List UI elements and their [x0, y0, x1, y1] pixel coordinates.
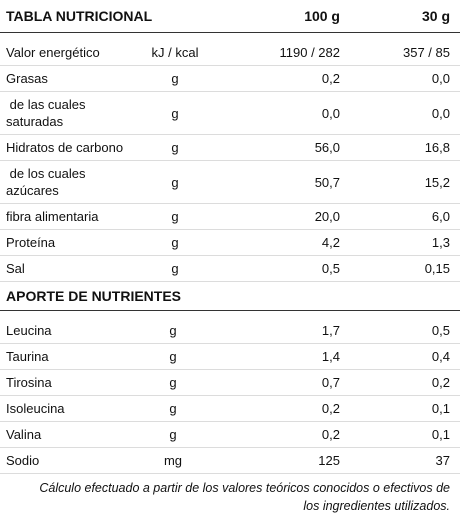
row-value-100g: 1,7	[321, 323, 340, 338]
table-row: fibra alimentaria g 20,0 6,0	[0, 204, 460, 230]
table-row: Hidratos de carbono g 56,0 16,8	[0, 135, 460, 161]
row-value-100g: 0,2	[321, 427, 340, 442]
row-unit: g	[169, 375, 177, 390]
row-value-30g: 6,0	[431, 209, 450, 224]
row-unit: g	[169, 401, 177, 416]
row-value-30g: 0,1	[431, 427, 450, 442]
row-value-100g: 0,0	[321, 105, 340, 121]
table-row: Proteína g 4,2 1,3	[0, 230, 460, 256]
row-value-30g: 16,8	[424, 140, 450, 155]
row-label: Isoleucina	[6, 401, 65, 416]
table-row: Tirosina g 0,7 0,2	[0, 370, 460, 396]
row-value-30g: 0,1	[431, 401, 450, 416]
footnote: Cálculo efectuado a partir de los valore…	[39, 481, 450, 513]
row-value-100g: 56,0	[314, 140, 340, 155]
spacer	[0, 33, 460, 40]
row-unit: g	[171, 174, 179, 190]
table-row: de los cuales azúcares g 50,7 15,2	[0, 161, 460, 204]
row-value-30g: 1,3	[431, 235, 450, 250]
row-label: Valina	[6, 427, 42, 442]
row-label: Grasas	[6, 71, 48, 86]
row-value-100g: 125	[318, 453, 340, 468]
row-unit: g	[171, 235, 179, 250]
table-row: de las cuales saturadas g 0,0 0,0	[0, 92, 460, 135]
row-unit: g	[169, 349, 177, 364]
row-value-30g: 0,5	[431, 323, 450, 338]
table-row: Sodio mg 125 37	[0, 448, 460, 474]
row-label: de las cuales saturadas	[6, 97, 90, 129]
row-value-100g: 20,0	[314, 209, 340, 224]
row-value-100g: 1190 / 282	[279, 45, 340, 60]
table-row: Valina g 0,2 0,1	[0, 422, 460, 448]
row-value-100g: 0,7	[321, 375, 340, 390]
row-unit: mg	[163, 453, 183, 468]
column-header-30g: 30 g	[421, 8, 450, 24]
row-value-100g: 0,2	[321, 401, 340, 416]
row-unit: g	[171, 140, 179, 155]
row-value-30g: 0,0	[431, 71, 450, 86]
row-label: Sal	[6, 261, 25, 276]
row-label: Sodio	[6, 453, 40, 468]
row-unit: g	[171, 209, 179, 224]
row-value-100g: 4,2	[321, 235, 340, 250]
row-label: Proteína	[6, 235, 56, 250]
row-unit: g	[169, 323, 177, 338]
row-value-30g: 357 / 85	[403, 45, 450, 60]
row-value-30g: 0,4	[431, 349, 450, 364]
table-row: Valor energético kJ / kcal 1190 / 282 35…	[0, 40, 460, 66]
row-value-100g: 50,7	[314, 174, 340, 190]
table-header: TABLA NUTRICIONAL 100 g 30 g	[0, 0, 460, 33]
row-value-30g: 0,2	[431, 375, 450, 390]
table-row: Sal g 0,5 0,15	[0, 256, 460, 282]
row-value-100g: 0,2	[321, 71, 340, 86]
table-row: Isoleucina g 0,2 0,1	[0, 396, 460, 422]
row-label: Hidratos de carbono	[6, 140, 124, 155]
row-value-30g: 15,2	[424, 174, 450, 190]
row-value-100g: 0,5	[321, 261, 340, 276]
row-value-30g: 0,15	[424, 261, 450, 276]
row-value-100g: 1,4	[321, 349, 340, 364]
row-label: Valor energético	[6, 45, 100, 60]
spacer	[0, 311, 460, 318]
row-label: Leucina	[6, 323, 52, 338]
table-title: TABLA NUTRICIONAL	[6, 7, 153, 24]
section-header: APORTE DE NUTRIENTES	[0, 282, 460, 311]
row-label: fibra alimentaria	[6, 209, 99, 224]
row-label: Tirosina	[6, 375, 52, 390]
table-row: Taurina g 1,4 0,4	[0, 344, 460, 370]
row-unit: g	[171, 105, 179, 121]
row-unit: kJ / kcal	[151, 45, 199, 60]
row-value-30g: 37	[435, 453, 450, 468]
table-row: Leucina g 1,7 0,5	[0, 318, 460, 344]
row-unit: g	[171, 261, 179, 276]
row-unit: g	[169, 427, 177, 442]
row-label: Taurina	[6, 349, 49, 364]
table-row: Grasas g 0,2 0,0	[0, 66, 460, 92]
section-title: APORTE DE NUTRIENTES	[6, 287, 182, 304]
column-header-100g: 100 g	[304, 8, 340, 24]
row-label: de los cuales azúcares	[6, 166, 90, 198]
row-unit: g	[171, 71, 179, 86]
row-value-30g: 0,0	[431, 105, 450, 121]
